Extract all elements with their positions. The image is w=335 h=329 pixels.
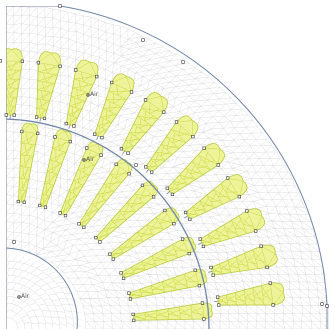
rotor-slot-1 <box>17 122 39 203</box>
air-lower-label: Air <box>21 293 30 300</box>
rotor-slot-8 <box>128 269 208 300</box>
stator-slot-5 <box>120 92 168 155</box>
rotor-inner-boundary <box>6 247 78 329</box>
stator-slot-1 <box>6 48 23 120</box>
air-upper-marker <box>86 93 90 97</box>
stator-slot-10 <box>208 244 278 276</box>
air-middle-label: Air <box>86 156 95 163</box>
rotor-slot-2 <box>39 129 72 208</box>
stator-slots <box>6 48 285 306</box>
air-middle-marker <box>82 158 86 162</box>
stator-slot-8 <box>184 174 248 220</box>
mesh-nodes <box>0 4 329 322</box>
air-gap-boundary <box>6 118 210 329</box>
stator-slot-2 <box>36 51 61 122</box>
stator-slot-7 <box>166 143 225 195</box>
region-labels: Air Air Air <box>17 91 99 300</box>
rotor-slots <box>17 122 213 321</box>
stator-slot-9 <box>198 208 266 247</box>
rotor-slot-7 <box>120 236 197 279</box>
stator-slot-4 <box>94 73 135 140</box>
stator-slot-11 <box>214 282 285 306</box>
boundaries <box>6 6 328 329</box>
stator-slot-3 <box>65 59 99 129</box>
air-lower-marker <box>17 295 21 299</box>
rotor-slot-6 <box>109 207 180 260</box>
stator-outer-boundary <box>59 6 328 307</box>
stator-slot-6 <box>145 115 199 173</box>
air-upper-label: Air <box>90 91 99 98</box>
